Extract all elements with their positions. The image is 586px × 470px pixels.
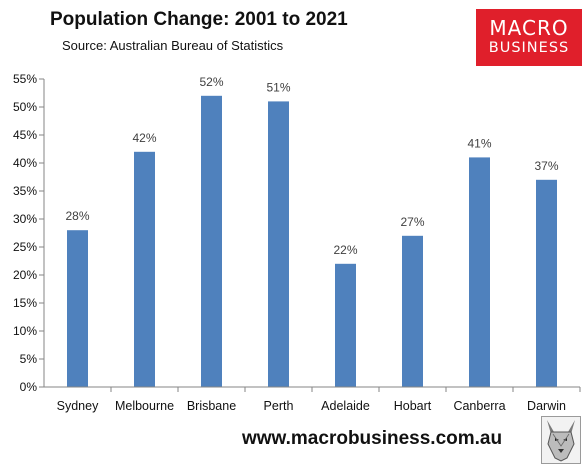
data-label: 52% [199,75,223,89]
macrobusiness-logo: MACRO BUSINESS [476,9,582,66]
y-tick-label: 30% [13,212,37,226]
y-tick-label: 50% [13,100,37,114]
x-tick-label: Sydney [57,399,99,413]
y-tick-label: 15% [13,296,37,310]
data-labels: 28% 42% 52% 51% 22% 27% 41% 37% [65,75,558,257]
x-tick-label: Darwin [527,399,566,413]
data-label: 27% [400,215,424,229]
logo-line-1: MACRO [489,16,569,40]
x-axis: Sydney Melbourne Brisbane Perth Adelaide Hoba… [44,386,581,413]
y-tick-label: 45% [13,128,37,142]
y-axis: 0% 5% 10% 15% 20% 25% 30% 35% 40% 45% 50% 55% [13,72,45,394]
y-tick-label: 5% [20,352,38,366]
data-label: 28% [65,209,89,223]
bar [268,101,289,388]
bar [67,230,88,387]
y-tick-label: 25% [13,240,37,254]
bar [402,235,423,387]
x-tick-label: Perth [264,399,294,413]
wolf-mascot-icon [541,416,581,464]
y-tick-label: 10% [13,324,37,338]
data-label: 42% [132,131,156,145]
website-url[interactable]: www.macrobusiness.com.au [242,428,503,449]
bar [536,179,557,387]
y-tick-label: 40% [13,156,37,170]
y-tick-label: 0% [20,380,38,394]
x-tick-label: Hobart [394,399,432,413]
y-tick-label: 35% [13,184,37,198]
y-tick-label: 55% [13,72,37,86]
data-label: 51% [266,80,290,94]
bar [335,263,356,387]
bar [469,157,490,387]
x-tick-label: Adelaide [321,399,370,413]
data-label: 22% [333,243,357,257]
x-tick-label: Melbourne [115,399,174,413]
bar [134,151,155,387]
x-tick-label: Canberra [453,399,505,413]
data-label: 41% [467,136,491,150]
x-tick-label: Brisbane [187,399,236,413]
y-tick-label: 20% [13,268,37,282]
chart-source: Source: Australian Bureau of Statistics [62,38,284,53]
bar [201,95,222,388]
bars [67,95,557,388]
data-label: 37% [534,159,558,173]
chart-title: Population Change: 2001 to 2021 [50,9,348,30]
logo-line-2: BUSINESS [488,40,570,56]
